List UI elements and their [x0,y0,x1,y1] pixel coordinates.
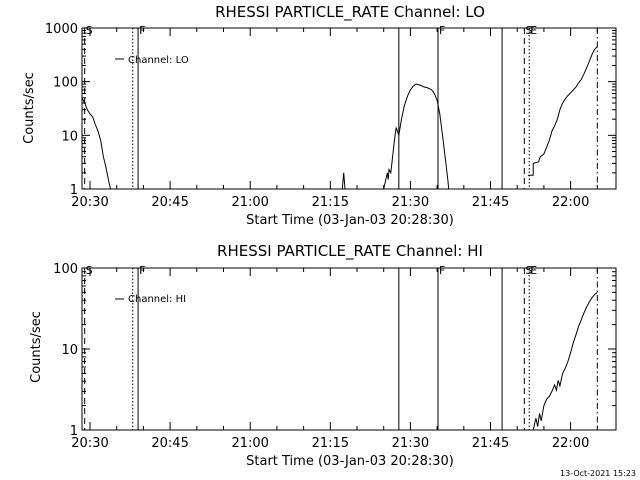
lo-plot-frame [81,27,617,190]
hi-x-tick-label: 21:30 [392,436,429,451]
hi-chart-title: RHESSI PARTICLE_RATE Channel: HI [217,242,483,261]
hi-marker-label: F [439,264,445,277]
lo-x-tick-label: 20:45 [151,195,188,210]
generation-timestamp: 13-Oct-2021 15:23 [560,469,636,478]
lo-series-line [383,83,450,190]
hi-plot-frame [81,267,617,431]
lo-marker-label: F [139,24,145,37]
lo-y-tick-label: 1 [70,183,78,198]
lo-x-tick-label: 20:30 [71,195,108,210]
lo-y-tick-label: 1000 [45,22,78,37]
lo-y-tick-label: 100 [53,76,78,91]
lo-x-tick-label: 21:00 [231,195,268,210]
hi-x-axis-label: Start Time (03-Jan-03 20:28:30) [246,454,454,469]
hi-x-tick-label: 20:30 [71,436,108,451]
lo-y-axis-label: Counts/sec [22,72,37,144]
lo-x-tick-label: 22:00 [552,195,589,210]
hi-x-tick-label: 21:45 [472,436,509,451]
hi-marker-label: S [86,264,93,277]
lo-channel-panel: RHESSI PARTICLE_RATE Channel: LO Start T… [22,3,617,228]
lo-marker-label: S [525,24,532,37]
hi-legend-label: Channel: HI [128,294,186,305]
lo-x-axis-label: Start Time (03-Jan-03 20:28:30) [246,213,454,228]
hi-x-tick-label: 21:15 [312,436,349,451]
hi-x-tick-label: 22:00 [552,436,589,451]
hi-y-tick-label: 1 [70,424,78,439]
hi-x-tick-label: 21:00 [231,436,268,451]
lo-x-tick-label: 21:30 [392,195,429,210]
lo-x-tick-label: 21:15 [312,195,349,210]
lo-legend-label: Channel: LO [128,55,189,66]
lo-marker-label: S [86,24,93,37]
lo-series-line [81,97,111,190]
hi-marker-label: F [139,264,145,277]
hi-y-axis-label: Counts/sec [29,311,44,383]
hi-y-tick-label: 10 [61,343,78,358]
lo-marker-label: F [439,24,445,37]
lo-x-tick-label: 21:45 [472,195,509,210]
hi-x-tick-label: 20:45 [151,436,188,451]
lo-series-line [341,172,346,190]
hi-series-line [532,292,598,431]
hi-y-tick-label: 100 [53,262,78,277]
lo-chart-title: RHESSI PARTICLE_RATE Channel: LO [215,3,485,22]
lo-series-line [527,46,598,176]
hi-channel-panel: RHESSI PARTICLE_RATE Channel: HI Start T… [29,242,617,469]
hi-marker-label: E [530,264,537,277]
hi-marker-label: S [525,264,532,277]
lo-marker-label: E [530,24,537,37]
lo-y-tick-label: 10 [61,129,78,144]
